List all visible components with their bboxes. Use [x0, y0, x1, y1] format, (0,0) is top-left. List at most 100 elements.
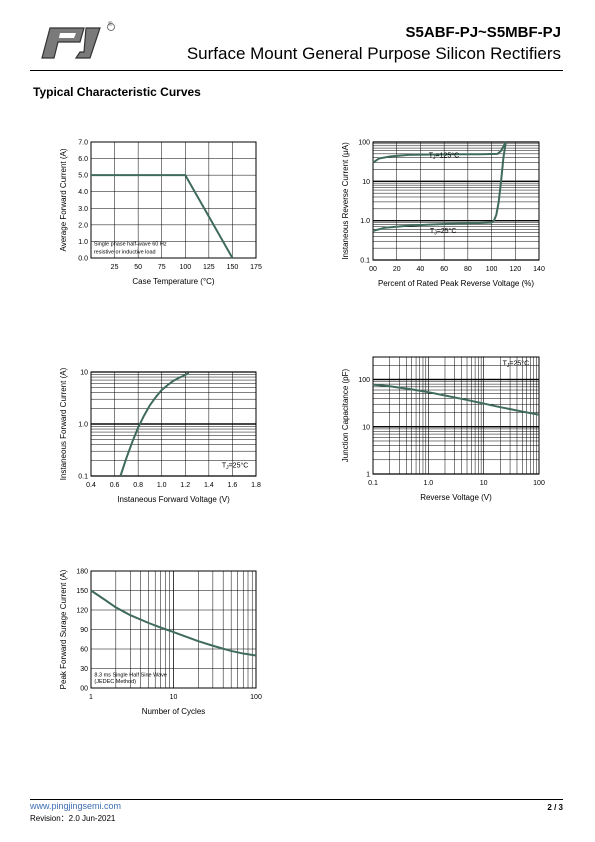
- x-tick-label: 75: [158, 264, 166, 271]
- x-tick-label: 100: [533, 480, 545, 487]
- fig2-plot-frame: [372, 141, 540, 261]
- fig1-plot-frame: [90, 141, 257, 259]
- y-tick-label: 180: [76, 569, 88, 576]
- fig1-x-axis-label: Case Temperature (°C): [132, 277, 215, 286]
- fig2-grid: [373, 141, 540, 261]
- y-tick-label: 1.0: [78, 239, 88, 246]
- fig3-y-axis-label: Instaneous Forward Current (A): [59, 367, 68, 480]
- x-tick-label: 0.6: [110, 482, 120, 489]
- y-tick-label: 10: [80, 370, 88, 377]
- fig5-plot-frame: [90, 570, 257, 689]
- pj-logo-icon: [41, 23, 115, 59]
- y-tick-label: 30: [80, 666, 88, 673]
- fig2-series-line-1: [372, 141, 507, 232]
- footer-revision: Revision：2.0 Jun-2021: [30, 814, 116, 823]
- x-tick-label: 0.1: [368, 480, 378, 487]
- fig2-series-line-0: [372, 141, 507, 164]
- x-tick-label: 125: [203, 264, 215, 271]
- y-tick-label: 0.0: [78, 256, 88, 263]
- x-tick-label: 0.8: [133, 482, 143, 489]
- y-tick-label: 2.0: [78, 222, 88, 229]
- fig3-plot-frame: [90, 371, 257, 477]
- fig5-series-line-0: [90, 589, 257, 657]
- fig4-chart: 0.1 1.0 10 100 1 10 100 Reverse Voltage (V) Junc…: [341, 356, 545, 502]
- x-tick-label: 100: [179, 264, 191, 271]
- y-tick-label: 120: [76, 608, 88, 615]
- fig5-chart: 1 10 100 00 30 60 90 120 150 180 Number of Cycles P…: [59, 569, 262, 717]
- y-tick-label: 150: [76, 588, 88, 595]
- y-tick-label: 7.0: [78, 140, 88, 147]
- fig5-y-axis-label: Peak Forward Surage Current (A): [59, 569, 68, 689]
- x-tick-label: 60: [440, 266, 448, 273]
- x-tick-label: 1.2: [180, 482, 190, 489]
- fig2-y-axis-label: Instaneous Reverse Current (μA): [341, 142, 350, 260]
- y-tick-label: 10: [362, 179, 370, 186]
- x-tick-label: 175: [250, 264, 262, 271]
- y-tick-label: 00: [80, 686, 88, 693]
- y-tick-label: 90: [80, 627, 88, 634]
- fig1-chart: 25 50 75 100 125 150 175 0.0 1.0 2.0 3.0 4.0 5.0 6.0 7…: [59, 140, 262, 287]
- y-tick-label: 0.1: [78, 474, 88, 481]
- fig4-annotation: TJ=25°C: [503, 359, 530, 369]
- fig3-series-line-0: [119, 372, 190, 477]
- header-divider: [30, 70, 563, 71]
- fig3-annotation: TJ=25°C: [222, 462, 249, 472]
- footer-url-link[interactable]: www.pingjingsemi.com: [30, 801, 122, 811]
- x-tick-label: 1.0: [423, 480, 433, 487]
- section-title: Typical Characteristic Curves: [33, 85, 201, 99]
- x-tick-label: 120: [509, 266, 521, 273]
- fig2-annotation: TJ=25°C: [430, 227, 457, 237]
- y-tick-label: 1: [366, 472, 370, 479]
- document-subtitle: Surface Mount General Purpose Silicon Re…: [186, 44, 561, 63]
- y-tick-label: 3.0: [78, 206, 88, 213]
- fig1-annotation: Single phase half-wave 60 Hz: [94, 242, 167, 248]
- x-tick-label: 20: [393, 266, 401, 273]
- y-tick-label: 5.0: [78, 173, 88, 180]
- fig4-plot-frame: [372, 356, 540, 475]
- fig2-chart: 00 20 40 60 80 100 120 140 0.1 1.0 10 100 Percent of…: [341, 140, 545, 289]
- x-tick-label: 1.8: [251, 482, 261, 489]
- part-number-title: S5ABF-PJ~S5MBF-PJ: [405, 24, 561, 41]
- fig2-annotation: TJ=125°C: [429, 152, 459, 162]
- y-tick-label: 1.0: [360, 218, 370, 225]
- x-tick-label: 100: [486, 266, 498, 273]
- x-tick-label: 150: [227, 264, 239, 271]
- fig3-grid: [91, 371, 257, 477]
- x-tick-label: 10: [480, 480, 488, 487]
- fig1-series-line-0: [91, 174, 234, 259]
- y-tick-label: 100: [358, 377, 370, 384]
- fig2-x-axis-label: Percent of Rated Peak Reverse Voltage (%…: [378, 279, 534, 288]
- x-tick-label: 140: [533, 266, 545, 273]
- y-tick-label: 10: [362, 424, 370, 431]
- fig4-x-axis-label: Reverse Voltage (V): [420, 493, 492, 502]
- x-tick-label: 25: [111, 264, 119, 271]
- fig5-annotation: (JEDEC Method): [94, 679, 136, 685]
- y-tick-label: 100: [358, 140, 370, 147]
- fig5-grid: [90, 570, 257, 688]
- x-tick-label: 00: [369, 266, 377, 273]
- x-tick-label: 50: [134, 264, 142, 271]
- x-tick-label: 1.6: [228, 482, 238, 489]
- x-tick-label: 1.0: [157, 482, 167, 489]
- x-tick-label: 0.4: [86, 482, 96, 489]
- x-tick-label: 80: [464, 266, 472, 273]
- footer-page-number: 2 / 3: [547, 803, 563, 812]
- x-tick-label: 1.4: [204, 482, 214, 489]
- fig1-y-axis-label: Average Forward Current (A): [59, 148, 68, 251]
- fig4-y-axis-label: Junction Capacitance (pF): [341, 368, 350, 462]
- fig4-series-line-0: [372, 383, 540, 416]
- fig3-chart: 0.4 0.6 0.8 1.0 1.2 1.4 1.6 1.8 0.1 1.0 10 Instaneo…: [59, 367, 261, 504]
- x-tick-label: 100: [250, 694, 262, 701]
- registered-mark: ®: [108, 22, 113, 28]
- y-tick-label: 60: [80, 647, 88, 654]
- fig4-grid: [372, 357, 540, 475]
- fig3-x-axis-label: Instaneous Forward Voltage (V): [117, 495, 230, 504]
- x-tick-label: 10: [170, 694, 178, 701]
- fig5-x-axis-label: Number of Cycles: [142, 707, 206, 716]
- fig1-annotation: resistive or inductive load: [94, 249, 156, 255]
- y-tick-label: 0.1: [360, 258, 370, 265]
- y-tick-label: 1.0: [78, 422, 88, 429]
- fig5-annotation: 8.3 ms Single Half Sine Wave: [94, 672, 167, 678]
- x-tick-label: 40: [417, 266, 425, 273]
